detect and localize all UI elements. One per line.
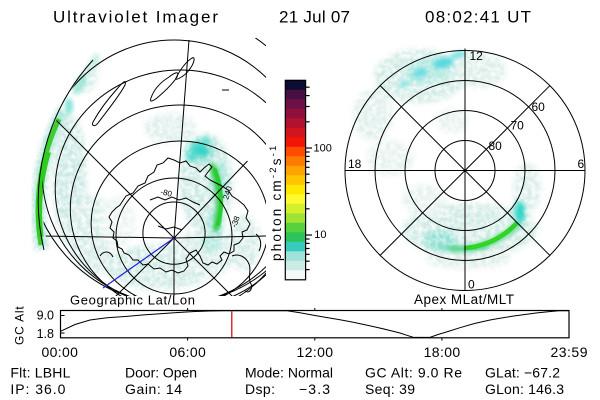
svg-text:Flt: LBHL: Flt: LBHL <box>10 365 70 381</box>
svg-text:GC Alt: 9.0 Re: GC Alt: 9.0 Re <box>365 365 462 381</box>
svg-text:Gain: 14: Gain: 14 <box>125 381 182 397</box>
svg-text:GLon: 146.3: GLon: 146.3 <box>485 381 564 397</box>
svg-text:0: 0 <box>468 277 475 291</box>
svg-text:10: 10 <box>314 229 326 241</box>
svg-text:Seq: 39: Seq: 39 <box>365 381 415 397</box>
svg-text:12: 12 <box>470 49 484 63</box>
svg-text:00:00: 00:00 <box>41 344 78 360</box>
svg-text:9.0: 9.0 <box>37 309 54 323</box>
svg-text:18: 18 <box>348 157 362 171</box>
svg-text:Geographic Lat/Lon: Geographic Lat/Lon <box>70 292 195 307</box>
svg-text:Mode: Normal: Mode: Normal <box>245 365 333 381</box>
svg-text:18:00: 18:00 <box>424 344 461 360</box>
svg-text:GLat: −67.2: GLat: −67.2 <box>485 365 560 381</box>
svg-text:70: 70 <box>511 119 525 133</box>
svg-text:IP: 36.0: IP: 36.0 <box>10 381 65 397</box>
svg-text:-38: -38 <box>229 214 242 228</box>
svg-text:23:59: 23:59 <box>551 344 588 360</box>
svg-text:−3.3: −3.3 <box>299 381 330 397</box>
svg-text:Door: Open: Door: Open <box>125 365 197 381</box>
svg-text:Apex MLat/MLT: Apex MLat/MLT <box>414 292 514 307</box>
svg-text:80: 80 <box>489 139 503 153</box>
svg-text:6: 6 <box>578 157 585 171</box>
svg-text:240: 240 <box>221 185 234 201</box>
svg-text:12:00: 12:00 <box>297 344 334 360</box>
svg-text:60: 60 <box>532 100 546 114</box>
svg-text:Ultraviolet Imager: Ultraviolet Imager <box>53 8 218 27</box>
svg-text:GC Alt: GC Alt <box>13 306 27 345</box>
svg-text:1.8: 1.8 <box>37 327 54 341</box>
svg-text:21 Jul 07: 21 Jul 07 <box>279 8 350 27</box>
svg-text:Dsp:: Dsp: <box>245 381 275 397</box>
svg-text:photon cm-2s-1: photon cm-2s-1 <box>268 143 284 261</box>
svg-text:08:02:41 UT: 08:02:41 UT <box>425 8 531 27</box>
svg-text:06:00: 06:00 <box>169 344 206 360</box>
svg-text:-80: -80 <box>160 187 174 199</box>
svg-text:100: 100 <box>314 143 332 155</box>
